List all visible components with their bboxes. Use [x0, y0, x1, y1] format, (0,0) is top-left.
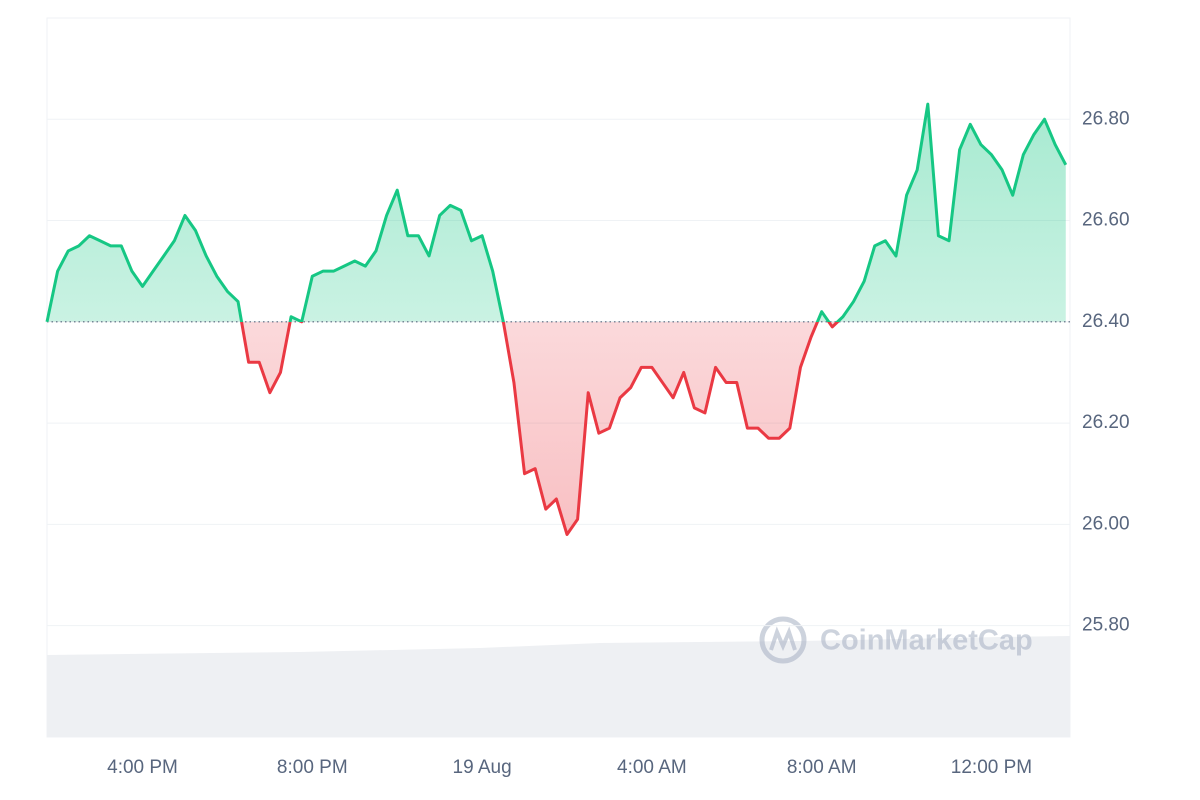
x-tick-label: 4:00 PM: [107, 757, 178, 778]
x-tick-label: 19 Aug: [453, 757, 512, 778]
watermark: CoinMarketCap: [759, 616, 1033, 664]
area-up: [47, 104, 1066, 322]
x-tick-label: 4:00 AM: [617, 757, 687, 778]
x-tick-label: 8:00 PM: [277, 757, 348, 778]
watermark-text: CoinMarketCap: [820, 625, 1033, 657]
x-tick-label: 8:00 AM: [787, 757, 857, 778]
y-tick-label: 26.80: [1082, 108, 1130, 129]
y-tick-label: 26.20: [1082, 412, 1130, 433]
y-tick-label: 26.60: [1082, 210, 1130, 231]
y-tick-label: 25.80: [1082, 615, 1130, 636]
area-down: [47, 321, 1066, 535]
y-tick-label: 26.00: [1082, 513, 1130, 534]
y-tick-label: 26.40: [1082, 311, 1130, 332]
x-tick-label: 12:00 PM: [951, 757, 1032, 778]
price-line: [45, 102, 1068, 536]
volume-area: [47, 636, 1070, 737]
